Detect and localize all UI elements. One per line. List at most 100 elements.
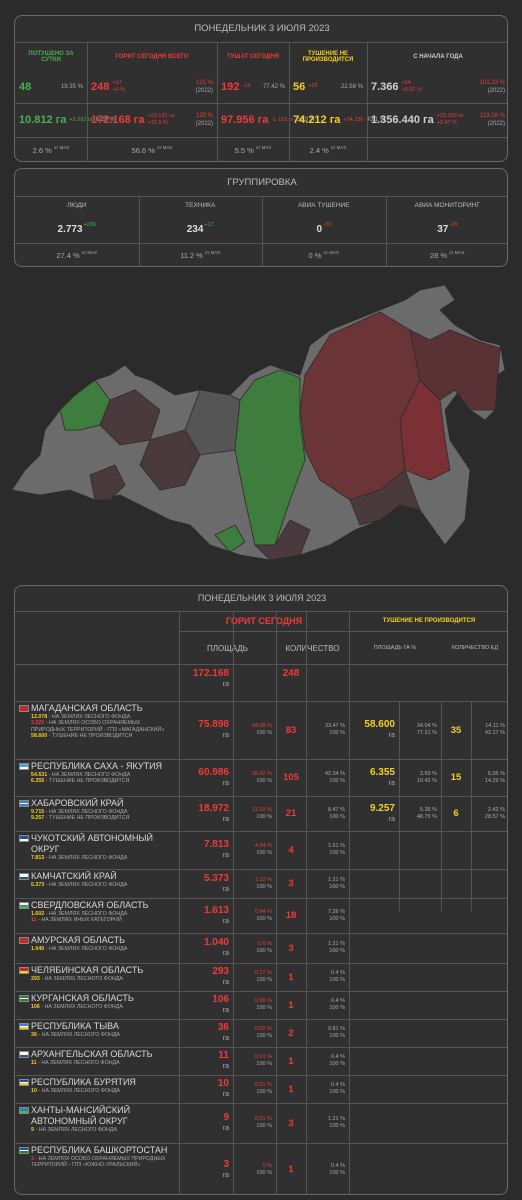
share-total: 42.17 % — [484, 730, 505, 736]
share-value: 0.01 % — [254, 1116, 272, 1122]
share-total: 100 % — [329, 850, 345, 856]
share-cell: 6.05 % 14.29 % — [471, 759, 507, 796]
divider — [15, 1143, 507, 1144]
unit: га — [222, 681, 229, 688]
share-total: 100 % — [256, 777, 272, 784]
note-value: 11 — [31, 917, 37, 924]
count-value: 1 — [288, 1083, 294, 1095]
area-value: 11 — [218, 1050, 229, 1061]
table-title: ПОНЕДЕЛЬНИК 3 ИЮЛЯ 2023 — [197, 593, 327, 603]
metric-delta: -14 — [242, 83, 251, 89]
flag-stripe — [20, 938, 28, 943]
region-cell: АРХАНГЕЛЬСКАЯ ОБЛАСТЬ 11 - НА ЗЕМЛЯХ ЛЕСН… — [31, 1049, 175, 1073]
share-total: 100 % — [256, 813, 272, 820]
share-cell: 2.42 % 28.57 % — [471, 796, 507, 831]
area-value: 1.613 — [203, 904, 229, 916]
share-value: 3.69 % — [419, 770, 437, 777]
share-total: 28.57 % — [484, 813, 505, 820]
metric-delta: +33.360 га — [436, 113, 464, 119]
map-region — [214, 524, 246, 553]
note-text: - НА ЗЕМЛЯХ ЛЕСНОГО ФОНДА — [45, 855, 128, 861]
share-cell: 1.21 % 100 % — [306, 869, 349, 898]
share-value: 44.08 % — [251, 723, 272, 729]
metric-share: 129 % (2022) — [196, 112, 213, 128]
share-total: 100 % — [329, 1005, 345, 1011]
flag-stripe — [20, 838, 28, 841]
metric-delta: +1.292 га — [69, 116, 93, 123]
region-name: ЧУКОТСКИЙ АВТОНОМНЫЙ ОКРУГ — [31, 833, 153, 854]
metric-value: 248 — [91, 80, 110, 93]
share-cell: 8.47 % 100 % — [306, 796, 349, 831]
note-text: - НА ЗЕМЛЯХ ЛЕСНОГО ФОНДА — [38, 1088, 120, 1094]
nf-count-value: 15 — [450, 772, 462, 783]
metric-share-value: (2022) — [195, 87, 213, 94]
region-name: КАМЧАТСКИЙ КРАЙ — [31, 871, 117, 881]
flag-stripe — [20, 1083, 28, 1086]
metric-deltas: +29 — [308, 83, 317, 90]
max-share: 0 % от MAX — [262, 244, 386, 266]
note-value: 12.078 — [31, 714, 48, 720]
share-total: 100 % — [256, 1061, 272, 1067]
region-note: 58.600 - ТУШЕНИЕ НЕ ПРОИЗВОДИТСЯ — [31, 733, 175, 739]
share-cell: 1.21 % 100 % — [306, 1103, 349, 1143]
region-note: 11 - НА ЗЕМЛЯХ ЛЕСНОГО ФОНДА — [31, 1060, 175, 1066]
divider — [15, 933, 507, 934]
area-cell: 3 га — [179, 1143, 229, 1194]
share-total: 100 % — [256, 977, 272, 983]
share-cell: 0.02 % 100 % — [233, 1019, 276, 1047]
share-total: 100 % — [329, 1033, 345, 1039]
metric-share-value: (2022) — [195, 121, 213, 127]
note-text: - НА ЗЕМЛЯХ ОСОБО ОХРАНЯЕМЫХ ПРИРОДНЫХ Т… — [31, 720, 165, 733]
metric-cell: 97.956 га -1.103 га 56.9 % — [217, 103, 315, 137]
note-text: - ТУШЕНИЕ НЕ ПРОИЗВОДИТСЯ — [45, 815, 130, 822]
share-total: 100 % — [329, 948, 345, 954]
share-cell: 3.69 % 10.42 % — [399, 759, 441, 796]
nf-count-value: 35 — [450, 724, 462, 736]
max-share-value: 28 % — [429, 250, 448, 260]
region-flag — [19, 800, 29, 807]
region-flag — [19, 967, 29, 974]
count-value: 1 — [288, 971, 294, 983]
share-cell: 42.34 % 100 % — [306, 759, 349, 796]
metric-share: 19.35 % — [61, 83, 83, 91]
count-value: 1 — [288, 1055, 294, 1067]
max-note: от MAX — [330, 144, 347, 150]
metric-delta: +15.5 % — [147, 120, 168, 126]
divider — [15, 137, 87, 138]
region-flag — [19, 705, 29, 712]
divider — [15, 963, 507, 964]
region-name: МАГАДАНСКАЯ ОБЛАСТЬ — [31, 703, 143, 713]
count-value: 1 — [288, 999, 294, 1011]
note-text: - НА ЗЕМЛЯХ ЛЕСНОГО ФОНДА — [48, 772, 131, 778]
note-value: 3.220 — [31, 720, 45, 727]
divider — [15, 103, 87, 104]
map-region — [254, 519, 311, 561]
divider — [471, 701, 472, 911]
note-value: 54.631 — [31, 772, 48, 778]
metric-cell: 74.212 га +24.236 43.1 % — [289, 103, 385, 137]
share-value: 7.26 % — [327, 908, 345, 915]
metric-share: 56.9 % — [296, 116, 315, 124]
note-value: 7.813 — [31, 855, 45, 861]
flag-stripe — [20, 1148, 28, 1150]
max-share: 56.6 % от MAX — [87, 138, 217, 161]
metric-value: 48 — [19, 80, 32, 93]
region-flag — [19, 873, 29, 880]
divider — [15, 869, 507, 870]
share-cell: 33.47 % 100 % — [306, 701, 349, 759]
note-value: 6.355 — [31, 778, 45, 785]
share-cell: 0.4 % 100 % — [306, 991, 349, 1019]
note-value: 9.715 — [31, 809, 45, 815]
flag-stripe — [20, 804, 28, 807]
metric-delta: +2.47 % — [436, 120, 458, 126]
count-value: 1 — [288, 1164, 294, 1175]
share-total: 100 % — [329, 1089, 345, 1095]
region-cell: ХАБАРОВСКИЙ КРАЙ 9.715 - НА ЗЕМЛЯХ ЛЕСНОГ… — [31, 798, 175, 829]
summary-title: ПОНЕДЕЛЬНИК 3 ИЮЛЯ 2023 — [194, 23, 330, 34]
share-value: 6.05 % — [487, 770, 505, 777]
metric-share-value: 43.1 % — [366, 117, 386, 123]
share-value: 42.34 % — [324, 770, 345, 777]
region-flag — [19, 1107, 29, 1114]
max-note: от MAX — [449, 249, 465, 255]
share-value: 8.47 % — [327, 806, 345, 813]
